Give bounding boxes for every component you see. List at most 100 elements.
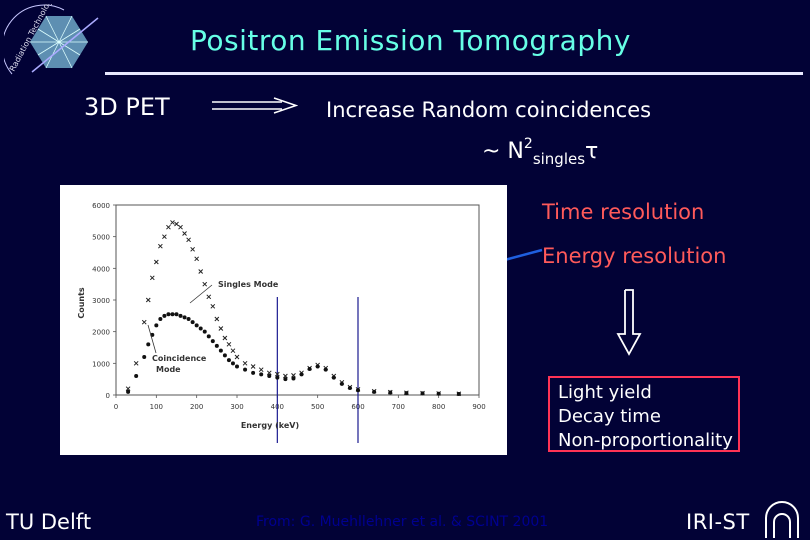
coincidence-data-point [126,389,131,394]
coincidence-data-point [182,315,187,320]
x-tick-label: 100 [150,403,163,411]
singles-data-point [198,269,204,274]
coincidence-data-point [259,372,264,377]
coincidence-data-point [372,389,377,394]
singles-mode-annotation: Singles Mode [218,280,279,289]
coincidence-data-point [323,367,328,372]
singles-data-point [222,335,228,341]
coincidence-data-point [178,313,183,318]
coincidence-annotation-line2: Mode [156,365,181,374]
coincidence-data-point [210,339,215,344]
property-light-yield: Light yield [558,382,652,403]
x-tick-label: 300 [230,403,243,411]
y-tick-label: 3000 [92,297,110,305]
page-title: Positron Emission Tomography [190,24,631,57]
singles-data-point [182,231,187,236]
x-tick-label: 700 [392,403,405,411]
coincidence-data-point [235,364,239,369]
property-decay-time: Decay time [558,406,661,427]
x-tick-label: 800 [432,403,445,411]
coincidence-data-point [251,370,256,375]
coincidence-data-point [186,317,191,321]
coincidence-data-point [194,323,199,328]
singles-data-point [206,294,212,300]
singles-data-point [242,360,248,366]
singles-data-point [202,281,208,287]
singles-data-point [166,224,171,230]
y-tick-label: 2000 [92,329,110,337]
coincidence-data-point [436,391,441,396]
increase-random-label: Increase Random coincidences [326,98,652,122]
coincidence-data-point [174,312,179,317]
coincidence-data-point [456,392,461,397]
singles-data-point [149,275,155,281]
coincidence-data-point [388,390,393,395]
coincidence-data-point [142,355,147,359]
coincidence-data-point [299,372,304,377]
coincidence-data-point [154,323,159,328]
coincidence-data-point [331,375,336,380]
coincidence-data-point [283,377,288,382]
formula-superscript: 2 [523,136,533,152]
formula-subscript: singles [532,150,586,168]
formula-tau: τ [585,139,599,164]
x-tick-label: 500 [311,403,324,411]
singles-data-point [274,371,280,377]
coincidence-data-point [315,364,320,369]
singles-data-point [158,243,163,249]
singles-data-point [226,341,232,347]
coincidence-data-point [218,348,223,353]
singles-data-point [141,319,147,325]
singles-data-point [194,256,200,262]
singles-data-point [174,221,179,227]
coincidence-data-point [158,317,163,321]
coincidence-data-point [275,375,280,380]
coincidence-data-point [307,367,312,372]
y-axis-label: Counts [77,287,86,319]
singles-data-point [186,237,191,243]
coincidence-data-point [190,320,195,325]
singles-data-point [210,303,216,309]
singles-data-point [234,354,240,360]
y-tick-label: 4000 [92,265,110,273]
x-tick-label: 200 [190,403,203,411]
coincidence-data-point [356,388,360,393]
reactor-dome-icon [765,501,799,538]
singles-data-point [291,373,296,378]
coincidence-data-point [202,329,207,334]
title-underline [105,72,803,75]
radiation-technology-logo: Radiation Technology [4,4,99,75]
singles-data-point [162,234,167,240]
coincidence-data-point [347,386,352,391]
coincidence-data-point [166,312,171,317]
coincidence-annotation-pointer [147,324,157,354]
singles-data-point [266,370,272,376]
down-arrow-icon [616,289,642,356]
coincidence-data-point [267,374,272,378]
x-tick-label: 900 [472,403,485,411]
y-tick-label: 6000 [92,202,110,210]
coincidence-mode-annotation: Coincidence Mode [152,354,207,374]
coincidence-data-point [146,342,151,347]
scintillator-properties-box: Light yield Decay time Non-proportionali… [548,376,740,452]
formula-prefix: ~ N [482,139,524,164]
coincidence-data-point [230,361,235,366]
double-arrow-icon [212,97,298,114]
footer-department: IRI-ST [686,510,750,534]
property-non-proportionality: Non-proportionality [558,430,733,451]
footer-institution: TU Delft [6,510,92,534]
coincidence-data-point [206,334,211,339]
coincidence-data-point [404,391,409,396]
singles-data-point [214,316,220,322]
singles-data-point [178,224,183,230]
coincidence-data-point [291,376,296,381]
y-tick-label: 5000 [92,234,110,242]
singles-data-point [258,367,264,373]
singles-data-point [145,297,151,303]
singles-data-point [190,246,195,252]
coincidence-data-point [243,367,248,372]
coincidence-data-point [222,353,227,358]
singles-data-point [218,326,224,331]
singles-data-point [153,259,159,265]
